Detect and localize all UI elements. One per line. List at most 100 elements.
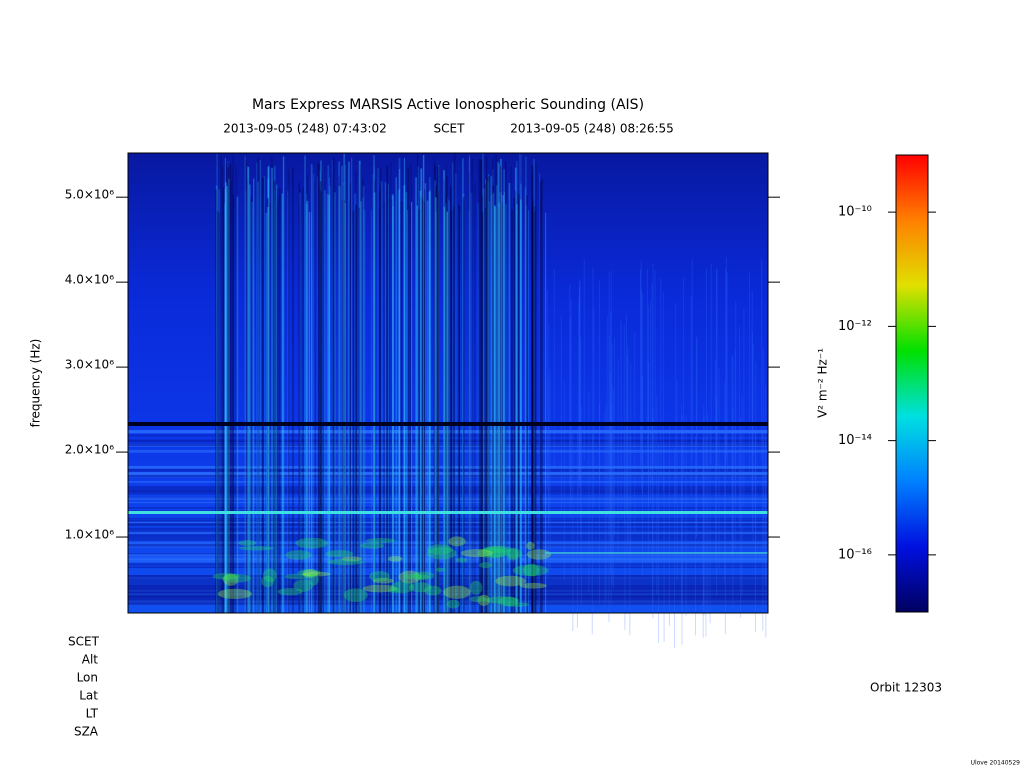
texture-streak: [516, 161, 518, 613]
subtitle-start: 2013-09-05 (248) 07:43:02: [223, 122, 387, 136]
texture-streak: [462, 198, 465, 613]
texture-streak: [449, 185, 452, 613]
texture-streak: [342, 185, 345, 614]
texture-streak: [493, 205, 496, 613]
texture-streak: [691, 259, 693, 460]
texture-streak: [462, 193, 465, 613]
texture-band: [128, 518, 768, 520]
texture-streak: [398, 157, 401, 613]
texture-streak: [355, 171, 357, 613]
texture-streak: [433, 157, 435, 614]
texture-streak: [494, 206, 496, 613]
texture-streak: [384, 182, 387, 613]
texture-streak: [553, 268, 555, 469]
texture-streak: [579, 281, 581, 482]
texture-blob: [423, 585, 442, 596]
texture-blob: [295, 537, 328, 549]
texture-streak: [282, 156, 285, 613]
texture-streak: [443, 170, 445, 614]
texture-streak: [245, 191, 247, 613]
texture-streak: [334, 185, 336, 613]
texture-band: [128, 538, 768, 541]
texture-band: [128, 521, 768, 524]
colorbar-label: V² m⁻² Hz⁻¹: [816, 348, 830, 418]
x-row-label: SCET: [68, 635, 100, 649]
texture-streak: [583, 258, 585, 459]
texture-streak: [647, 305, 649, 506]
texture-streak: [663, 291, 665, 492]
texture-streak: [508, 182, 511, 613]
texture-blob: [498, 596, 519, 607]
texture-streak: [416, 205, 418, 613]
texture-streak: [501, 202, 503, 613]
texture-streak: [533, 159, 535, 613]
texture-streak: [434, 180, 436, 613]
texture-streak: [224, 181, 227, 613]
texture-streak: [409, 206, 411, 613]
texture-streak: [531, 174, 533, 614]
texture-streak: [358, 160, 361, 614]
texture-streak: [355, 204, 358, 613]
texture-streak: [350, 157, 353, 613]
texture-band: [128, 431, 768, 434]
texture-streak: [715, 268, 717, 469]
texture-band: [128, 467, 768, 471]
texture-streak: [288, 169, 290, 613]
texture-blob: [478, 562, 493, 569]
texture-streak: [620, 320, 622, 521]
texture-streak: [253, 178, 255, 613]
texture-streak: [322, 165, 324, 614]
texture-streak: [673, 448, 675, 649]
y-tick-label: 1.0×10⁶: [65, 528, 114, 542]
texture-band: [128, 434, 768, 437]
texture-streak: [482, 153, 484, 613]
texture-streak: [519, 199, 522, 613]
texture-streak: [319, 189, 321, 613]
texture-streak: [416, 205, 418, 613]
texture-streak: [764, 385, 766, 586]
texture-streak: [683, 277, 685, 478]
texture-streak: [417, 166, 419, 613]
texture-streak: [276, 184, 278, 613]
texture-streak: [696, 336, 698, 537]
texture-streak: [526, 195, 528, 613]
texture-streak: [751, 291, 753, 492]
texture-streak: [480, 159, 483, 613]
texture-streak: [443, 180, 446, 614]
texture-blob: [369, 571, 390, 582]
texture-streak: [500, 158, 502, 614]
texture-streak: [263, 176, 266, 614]
texture-streak: [232, 153, 235, 613]
texture-streak: [273, 190, 275, 614]
texture-streak: [221, 166, 224, 613]
texture-streak: [599, 280, 601, 481]
texture-streak: [306, 200, 309, 613]
texture-streak: [735, 301, 737, 502]
texture-blob: [484, 596, 519, 604]
texture-streak: [344, 164, 347, 613]
texture-streak: [227, 166, 229, 613]
texture-streak: [251, 202, 254, 613]
texture-streak: [397, 190, 399, 613]
texture-streak: [343, 153, 345, 614]
texture-blob: [460, 549, 494, 558]
texture-streak: [452, 163, 454, 613]
texture-blob: [448, 536, 466, 547]
texture-streak: [334, 192, 336, 613]
texture-streak: [539, 201, 541, 613]
texture-streak: [215, 185, 218, 614]
texture-streak: [380, 181, 383, 613]
texture-streak: [446, 176, 448, 613]
texture-band: [128, 533, 768, 537]
texture-streak: [514, 167, 517, 614]
texture-streak: [608, 271, 610, 472]
texture-streak: [429, 190, 431, 613]
texture-streak: [593, 307, 595, 508]
texture-streak: [443, 206, 445, 613]
texture-streak: [462, 158, 464, 613]
texture-streak: [694, 435, 696, 636]
texture-streak: [685, 415, 687, 616]
texture-streak: [569, 284, 571, 485]
texture-streak: [450, 187, 453, 613]
